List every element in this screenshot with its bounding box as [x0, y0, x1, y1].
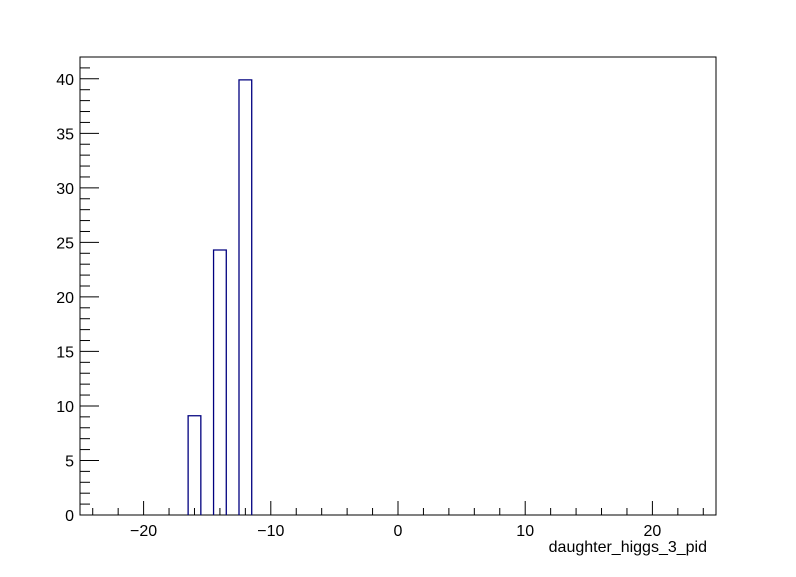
y-tick-label: 0 [65, 508, 74, 525]
axis-layer: −20 −10 0 10 20 0 5 10 15 20 25 30 35 40 [56, 67, 704, 540]
x-axis-label: daughter_higgs_3_pid [549, 539, 707, 556]
histogram-bar-0 [187, 415, 202, 515]
y-tick-label: 40 [56, 72, 74, 89]
y-tick-label: 10 [56, 399, 74, 416]
y-tick-label: 15 [56, 344, 74, 361]
y-tick-label: 30 [56, 181, 74, 198]
y-tick-label: 25 [56, 235, 74, 252]
y-tick-label: 5 [65, 453, 74, 470]
x-tick-label: 20 [644, 523, 662, 540]
bars-layer [187, 79, 253, 515]
y-tick-label: 20 [56, 290, 74, 307]
x-tick-label: 10 [516, 523, 534, 540]
x-tick-label: 0 [394, 523, 403, 540]
plot-frame [79, 56, 717, 516]
x-tick-label: −10 [257, 523, 284, 540]
x-tick-label: −20 [130, 523, 157, 540]
histogram-bar-1 [212, 249, 227, 515]
y-tick-label: 35 [56, 126, 74, 143]
histogram-bar-2 [238, 79, 253, 515]
